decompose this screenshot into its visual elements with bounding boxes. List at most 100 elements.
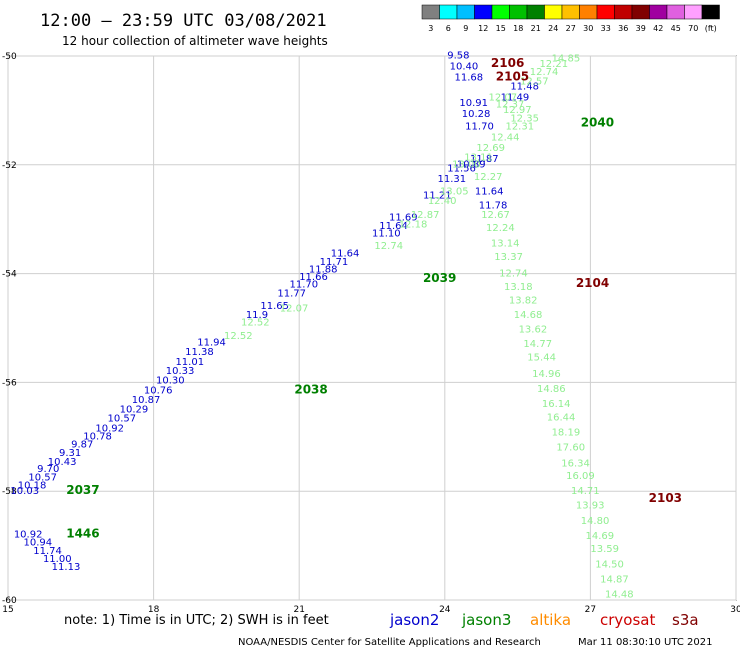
scale-label: 36 [618, 24, 628, 33]
swh-point: 10.03 [10, 486, 39, 497]
scale-label: 9 [463, 24, 468, 33]
swh-point: 12.24 [486, 223, 515, 234]
pass-label: 2038 [294, 382, 327, 396]
plot-frame [7, 55, 737, 601]
swh-point: 16.44 [547, 412, 576, 423]
scale-label: 33 [601, 24, 611, 33]
grid [7, 55, 737, 601]
y-tick-label: -56 [2, 378, 17, 388]
swh-point: 13.93 [576, 501, 605, 512]
swh-point: 18.19 [552, 428, 581, 439]
swh-point: 14.68 [514, 310, 543, 321]
legend-jason2: jason2 [389, 611, 439, 629]
swh-point: 15.44 [527, 353, 556, 364]
data-points: 11.1311.0011.7410.9410.9210.0310.1810.57… [10, 51, 633, 601]
legend-cryosat: cryosat [600, 611, 655, 629]
x-tick-label: 30 [730, 605, 740, 615]
swh-point: 10.40 [450, 62, 479, 73]
swh-point: 11.00 [43, 554, 72, 565]
swh-point: 12.74 [374, 241, 403, 252]
y-tick-label: -52 [2, 161, 17, 171]
x-tick-label: 18 [148, 605, 160, 615]
swh-point: 13.18 [504, 282, 533, 293]
x-tick-label: 15 [2, 605, 13, 615]
pass-label: 2104 [576, 276, 609, 290]
swh-point: 9.87 [71, 440, 93, 451]
swh-point: 13.59 [590, 544, 619, 555]
swh-point: 10.33 [166, 366, 195, 377]
y-tick-label: -50 [2, 52, 17, 62]
scale-label: 70 [688, 24, 698, 33]
swh-point: 10.28 [462, 109, 491, 120]
color-scale: 3 6 9 12 15 18 21 24 27 30 33 36 39 42 45 70 (ft) [421, 4, 720, 33]
swh-point: 9.58 [447, 51, 469, 62]
swh-point: 11.21 [423, 191, 452, 202]
swh-point: 11.78 [479, 200, 508, 211]
pass-label: 2040 [581, 116, 614, 130]
swh-point: 16.34 [561, 459, 590, 470]
swh-point: 12.69 [476, 143, 505, 154]
scale-swatch [614, 4, 633, 20]
scale-label: 3 [428, 24, 433, 33]
swh-point: 11.49 [501, 93, 530, 104]
swh-point: 12.57 [520, 76, 549, 87]
swh-point: 12.21 [539, 59, 568, 70]
swh-point: 13.05 [440, 187, 469, 198]
scale-swatch [474, 4, 493, 20]
swh-point: 14.77 [523, 339, 552, 350]
swh-point: 13.37 [494, 252, 523, 263]
scale-swatch [544, 4, 563, 20]
scale-swatch [649, 4, 668, 20]
scale-swatch [439, 4, 458, 20]
swh-point: 12.87 [411, 210, 440, 221]
y-tick-label: -54 [2, 270, 17, 280]
timestamp-text: Mar 11 08:30:10 UTC 2021 [578, 637, 713, 648]
scale-label: 24 [548, 24, 558, 33]
swh-point: 14.80 [581, 516, 610, 527]
credit-text: NOAA/NESDIS Center for Satellite Applica… [238, 637, 541, 648]
swh-point: 11.38 [185, 347, 214, 358]
x-tick-label: 24 [439, 605, 451, 615]
scale-swatch [579, 4, 598, 20]
swh-point: 13.00 [452, 160, 481, 171]
swh-point: 12.27 [474, 172, 503, 183]
swh-point: 11.77 [277, 288, 306, 299]
swh-point: 11.69 [389, 212, 418, 223]
swh-point: 11.94 [197, 337, 226, 348]
note-text: note: 1) Time is in UTC; 2) SWH is in fe… [64, 613, 329, 628]
swh-point: 11.87 [470, 154, 499, 165]
swh-point: 10.87 [132, 395, 161, 406]
scale-swatch [421, 4, 440, 20]
swh-point: 11.65 [260, 301, 289, 312]
scale-label: 15 [496, 24, 506, 33]
swh-point: 16.14 [542, 399, 571, 410]
swh-point: 11.68 [455, 72, 484, 83]
swh-point: 11.13 [52, 562, 81, 573]
scale-swatch [631, 4, 650, 20]
swh-point: 10.89 [457, 160, 486, 171]
swh-point: 13.11 [464, 152, 493, 163]
swh-point: 10.43 [48, 457, 77, 468]
y-tick-label: -58 [2, 487, 17, 497]
scale-label: 30 [583, 24, 593, 33]
scale-label: 12 [478, 24, 488, 33]
swh-point: 10.76 [144, 385, 173, 396]
swh-point: 10.29 [120, 404, 149, 415]
chart-title: 12:00 – 23:59 UTC 03/08/2021 [40, 11, 327, 31]
scale-label: 42 [653, 24, 663, 33]
satellite-legend: jason2 jason3 altika cryosat s3a [389, 611, 699, 629]
scale-swatch [509, 4, 528, 20]
swh-point: 11.88 [309, 265, 338, 276]
swh-point: 11.56 [447, 163, 476, 174]
legend-s3a: s3a [672, 611, 699, 629]
swh-point: 10.78 [83, 432, 112, 443]
swh-point: 11.64 [475, 187, 504, 198]
pass-label: 2103 [649, 491, 682, 505]
swh-point: 11.70 [465, 121, 494, 132]
swh-point: 12.37 [496, 100, 525, 111]
scale-label: 27 [566, 24, 576, 33]
swh-point: 13.14 [491, 238, 520, 249]
swh-point: 13.62 [519, 324, 548, 335]
